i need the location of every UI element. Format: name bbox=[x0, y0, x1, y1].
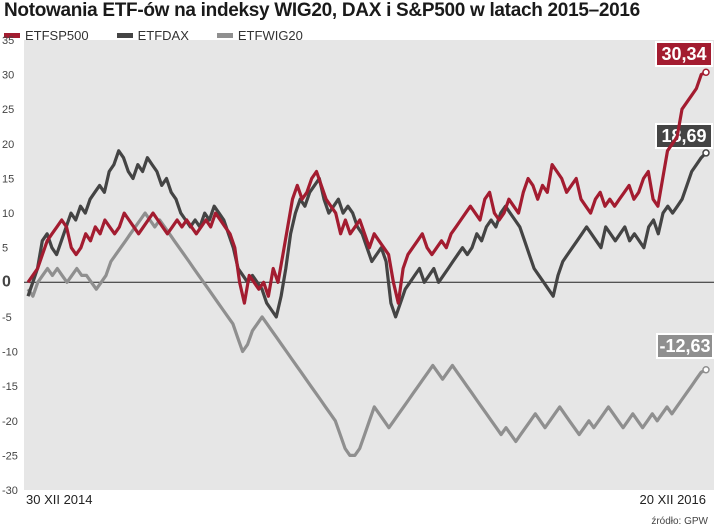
end-label-box-etfdax bbox=[655, 123, 713, 149]
y-tick-label: 10 bbox=[2, 208, 14, 220]
end-label-etfdax: 18,69 bbox=[661, 126, 706, 146]
end-point-etfdax bbox=[702, 149, 710, 157]
end-point-etfwig20 bbox=[702, 365, 710, 374]
y-tick-label: 5 bbox=[2, 243, 8, 255]
legend-label-wig20: ETFWIG20 bbox=[237, 27, 303, 43]
end-label-etfsp500: 30,34 bbox=[661, 44, 706, 64]
legend-swatch-wig20 bbox=[216, 32, 233, 38]
y-tick-label: 20 bbox=[2, 139, 14, 151]
legend-label-dax: ETFDAX bbox=[137, 27, 189, 43]
end-label-box-etfsp500 bbox=[655, 41, 713, 67]
y-tick-label: -20 bbox=[2, 416, 18, 428]
plot-area bbox=[24, 40, 714, 490]
y-tick-label: 0 bbox=[2, 273, 11, 290]
source-note: źródło: GPW bbox=[651, 516, 708, 527]
end-label-box-etfwig20 bbox=[656, 333, 714, 359]
legend-item-sp500: ETFSP500 bbox=[4, 28, 89, 43]
y-tick-label: 25 bbox=[2, 104, 14, 116]
legend-item-dax: ETFDAX bbox=[116, 27, 189, 43]
legend-swatch-dax bbox=[116, 32, 133, 38]
y-tick-label: 15 bbox=[2, 173, 14, 185]
y-tick-label: -15 bbox=[2, 381, 18, 393]
end-point-etfsp500 bbox=[702, 68, 710, 77]
series-line-etfdax bbox=[26, 149, 708, 319]
series-line-etfsp500 bbox=[26, 70, 707, 305]
y-tick-label: -30 bbox=[2, 485, 18, 497]
y-tick-label: -10 bbox=[2, 347, 18, 359]
y-tick-label: -25 bbox=[2, 450, 18, 462]
series-line-etfwig20 bbox=[26, 211, 707, 457]
y-tick-label: -5 bbox=[2, 312, 12, 324]
chart-title: Notowania ETF-ów na indeksy WIG20, DAX i… bbox=[4, 0, 640, 21]
x-end-label: 20 XII 2016 bbox=[639, 492, 707, 507]
y-tick-label: 35 bbox=[2, 35, 14, 47]
end-label-etfwig20: -12,63 bbox=[659, 336, 710, 356]
y-tick-label: 30 bbox=[2, 70, 14, 82]
legend: ETFSP500 ETFDAX ETFWIG20 bbox=[4, 26, 331, 44]
legend-label-sp500: ETFSP500 bbox=[25, 27, 89, 43]
legend-swatch-sp500 bbox=[4, 32, 20, 38]
legend-item-wig20: ETFWIG20 bbox=[216, 27, 303, 43]
x-start-label: 30 XII 2014 bbox=[26, 492, 93, 507]
